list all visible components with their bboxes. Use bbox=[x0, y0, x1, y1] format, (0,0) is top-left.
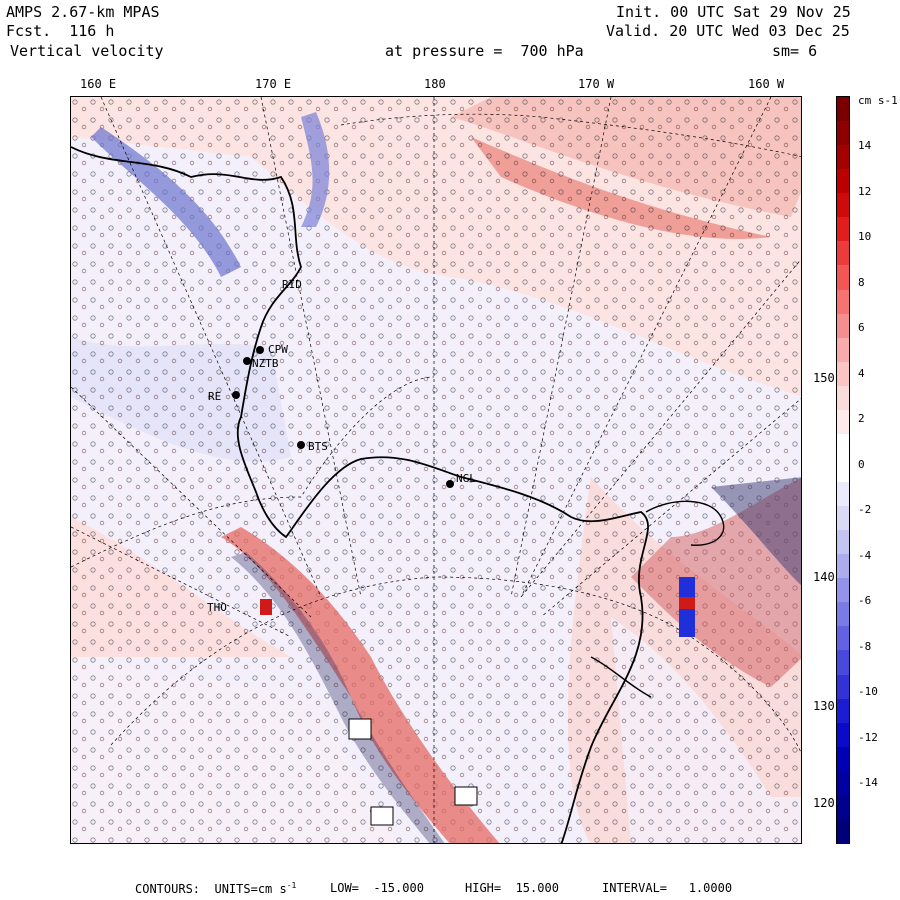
station-ngl: NGL bbox=[456, 472, 476, 485]
colorbar-tick-label: -6 bbox=[858, 594, 872, 607]
station-tho: THO bbox=[207, 601, 227, 614]
colorbar-segment bbox=[837, 265, 849, 291]
colorbar-tick-label: 2 bbox=[858, 412, 865, 425]
station-dot bbox=[256, 346, 264, 354]
station-nztb: NZTB bbox=[252, 357, 279, 370]
velocity-map bbox=[70, 96, 802, 844]
station-cpw: CPW bbox=[268, 343, 288, 356]
colorbar-segment bbox=[837, 385, 849, 411]
colorbar-segment bbox=[837, 650, 849, 676]
colorbar-segment bbox=[837, 674, 849, 700]
lon-label: 170 E bbox=[255, 77, 292, 91]
smoothing: sm= 6 bbox=[772, 42, 818, 60]
station-dot bbox=[232, 391, 240, 399]
colorbar-tick-label: 4 bbox=[858, 366, 865, 380]
colorbar-segment bbox=[837, 770, 849, 796]
colorbar-segment bbox=[837, 506, 849, 531]
colorbar-tick-label: -2 bbox=[858, 503, 872, 516]
colorbar-segment bbox=[837, 457, 849, 483]
station-dot bbox=[243, 357, 251, 365]
colorbar-segment bbox=[837, 169, 849, 194]
colorbar-tick-label: 6 bbox=[858, 321, 865, 334]
colorbar-segment bbox=[837, 361, 849, 387]
valid-time: Valid. 20 UTC Wed 03 Dec 25 bbox=[606, 22, 850, 40]
colorbar-tick-label: -8 bbox=[858, 639, 872, 653]
colorbar-segment bbox=[837, 337, 849, 363]
colorbar-segment bbox=[837, 626, 849, 652]
colorbar-tick-label: 0 bbox=[858, 457, 865, 471]
colorbar-segment bbox=[837, 145, 849, 170]
colorbar-segment bbox=[837, 818, 849, 844]
colorbar-segment bbox=[837, 433, 849, 459]
colorbar-segment bbox=[837, 698, 849, 724]
colorbar-units: cm s-1 bbox=[858, 94, 898, 107]
footer-contours: CONTOURS: UNITS=cm s-1 bbox=[135, 881, 297, 896]
lon-label: 180 bbox=[424, 77, 446, 91]
colorbar-segment bbox=[837, 554, 849, 579]
station-bts: BTS bbox=[308, 440, 328, 453]
colorbar-segment bbox=[837, 602, 849, 627]
station-rid: RID bbox=[282, 278, 302, 291]
colorbar-segment bbox=[837, 193, 849, 218]
footer-interval: INTERVAL= 1.0000 bbox=[602, 881, 733, 895]
colorbar-segment bbox=[837, 794, 849, 820]
colorbar-segment bbox=[837, 313, 849, 339]
footer-low: LOW= -15.000 bbox=[330, 881, 424, 895]
colorbar-segment bbox=[837, 722, 849, 748]
colorbar-segment bbox=[837, 746, 849, 772]
station-re: RE bbox=[208, 390, 222, 403]
pressure-level: at pressure = 700 hPa bbox=[385, 42, 584, 60]
init-time: Init. 00 UTC Sat 29 Nov 25 bbox=[616, 3, 851, 21]
model-title: AMPS 2.67-km MPAS bbox=[6, 3, 160, 21]
colorbar-tick-label: 8 bbox=[858, 275, 865, 289]
field-name: Vertical velocity bbox=[10, 42, 164, 60]
colorbar-tick-label: 14 bbox=[858, 139, 872, 152]
colorbar-tick-label: 10 bbox=[858, 230, 872, 243]
colorbar-segment bbox=[837, 217, 849, 242]
colorbar-segment bbox=[837, 482, 849, 507]
footer-high: HIGH= 15.000 bbox=[465, 881, 559, 895]
colorbar-segment bbox=[837, 578, 849, 603]
colorbar-segment bbox=[837, 530, 849, 555]
forecast-hour: Fcst. 116 h bbox=[6, 22, 115, 40]
colorbar-tick-label: -14 bbox=[858, 776, 878, 789]
colorbar bbox=[836, 96, 850, 844]
station-dot bbox=[297, 441, 305, 449]
colorbar-segment bbox=[837, 241, 849, 267]
colorbar-segment bbox=[837, 121, 849, 146]
colorbar-tick-label: 12 bbox=[858, 184, 872, 198]
colorbar-segment bbox=[837, 97, 849, 122]
colorbar-segment bbox=[837, 409, 849, 435]
lon-label: 170 W bbox=[578, 77, 615, 91]
lon-label: 160 W bbox=[748, 77, 785, 91]
map-graphic bbox=[71, 97, 801, 843]
lon-label: 160 E bbox=[80, 77, 117, 91]
station-dot bbox=[446, 480, 454, 488]
colorbar-tick-label: -12 bbox=[858, 730, 878, 744]
colorbar-segment bbox=[837, 289, 849, 315]
colorbar-tick-label: -10 bbox=[858, 685, 878, 698]
colorbar-tick-label: -4 bbox=[858, 548, 872, 562]
